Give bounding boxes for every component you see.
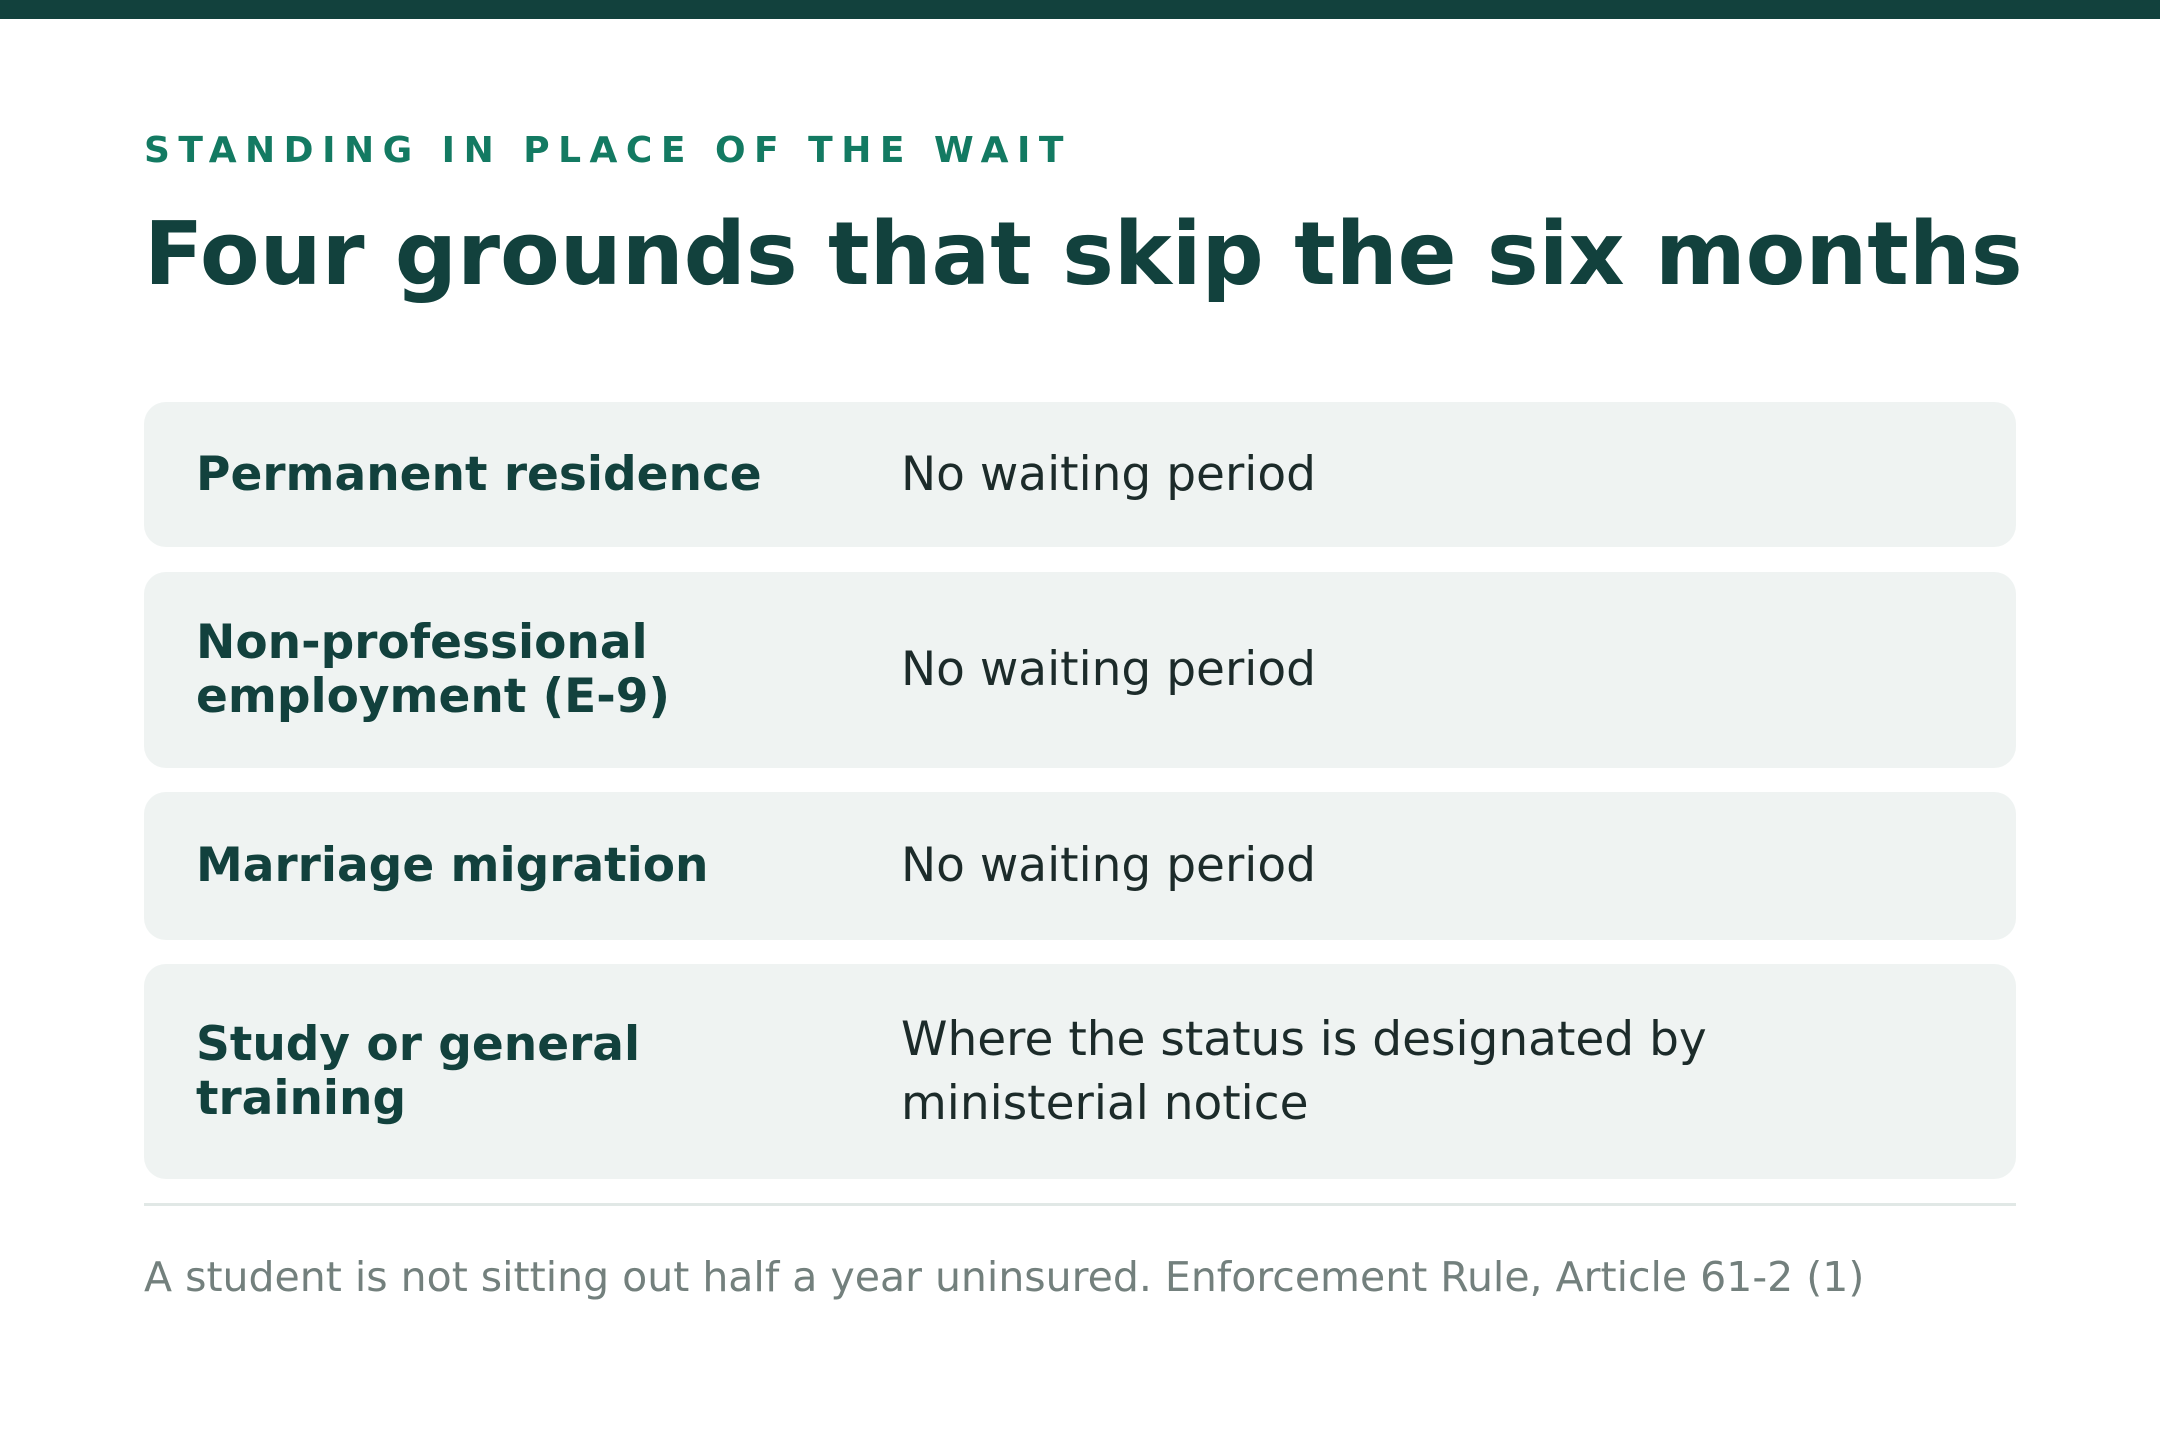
- row-label: Non-professional employment (E-9): [196, 615, 670, 724]
- row-value: No waiting period: [901, 838, 1316, 893]
- top-accent-bar: [0, 0, 2160, 19]
- divider: [144, 1203, 2016, 1206]
- row-value: Where the status is designated by minist…: [901, 1011, 1707, 1131]
- footnote: A student is not sitting out half a year…: [144, 1253, 1865, 1301]
- row-label: Permanent residence: [196, 446, 762, 502]
- list-item-study-or-training: Study or general training Where the stat…: [144, 964, 2016, 1179]
- row-value: No waiting period: [901, 642, 1316, 697]
- page-title: Four grounds that skip the six months: [144, 203, 2023, 305]
- list-item-marriage-migration: Marriage migration No waiting period: [144, 792, 2016, 940]
- row-value: No waiting period: [901, 446, 1316, 502]
- eyebrow-label: STANDING IN PLACE OF THE WAIT: [144, 130, 1072, 171]
- list-item-non-professional-employment: Non-professional employment (E-9) No wai…: [144, 572, 2016, 768]
- row-label: Study or general training: [196, 1016, 641, 1126]
- list-item-permanent-residence: Permanent residence No waiting period: [144, 402, 2016, 547]
- row-label: Marriage migration: [196, 838, 709, 893]
